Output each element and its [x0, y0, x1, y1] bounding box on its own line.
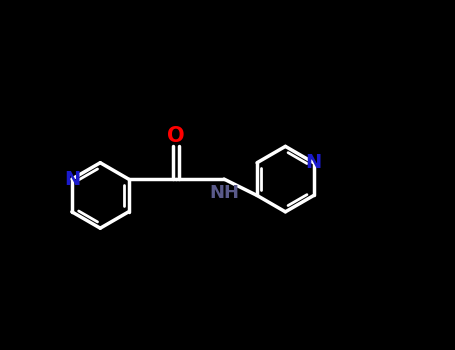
Text: N: N — [64, 170, 80, 189]
Text: NH: NH — [209, 184, 239, 202]
Text: O: O — [167, 126, 185, 146]
Text: N: N — [306, 153, 322, 172]
